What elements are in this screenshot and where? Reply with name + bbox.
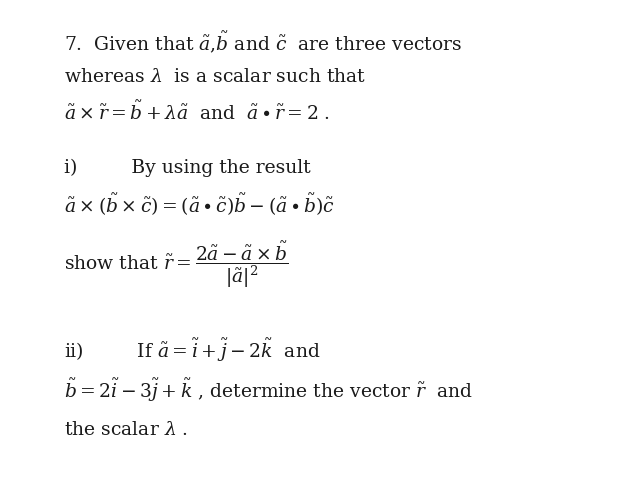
- Text: ii)         If $\tilde{a}=\tilde{i}+\tilde{j}-2\tilde{k}$  and: ii) If $\tilde{a}=\tilde{i}+\tilde{j}-2\…: [64, 336, 321, 363]
- Text: whereas $\lambda$  is a scalar such that: whereas $\lambda$ is a scalar such that: [64, 68, 366, 86]
- Text: $\tilde{b}=2\tilde{i}-3\tilde{j}+\tilde{k}$ , determine the vector $\tilde{r}$  : $\tilde{b}=2\tilde{i}-3\tilde{j}+\tilde{…: [64, 376, 473, 404]
- Text: the scalar $\lambda$ .: the scalar $\lambda$ .: [64, 421, 188, 439]
- Text: $\tilde{a}\times\left(\tilde{b}\times\tilde{c}\right)=\left(\tilde{a}\bullet\til: $\tilde{a}\times\left(\tilde{b}\times\ti…: [64, 192, 335, 218]
- Text: $\tilde{a}\times\tilde{r}=\tilde{b}+\lambda\tilde{a}$  and  $\tilde{a}\bullet\ti: $\tilde{a}\times\tilde{r}=\tilde{b}+\lam…: [64, 101, 330, 124]
- Text: 7.  Given that $\tilde{a}$,$\tilde{b}$ and $\tilde{c}$  are three vectors: 7. Given that $\tilde{a}$,$\tilde{b}$ an…: [64, 30, 462, 56]
- Text: i)         By using the result: i) By using the result: [64, 158, 310, 176]
- Text: show that $\tilde{r}=\dfrac{2\tilde{a}-\tilde{a}\times\tilde{b}}{|\tilde{a}|^{2}: show that $\tilde{r}=\dfrac{2\tilde{a}-\…: [64, 240, 289, 290]
